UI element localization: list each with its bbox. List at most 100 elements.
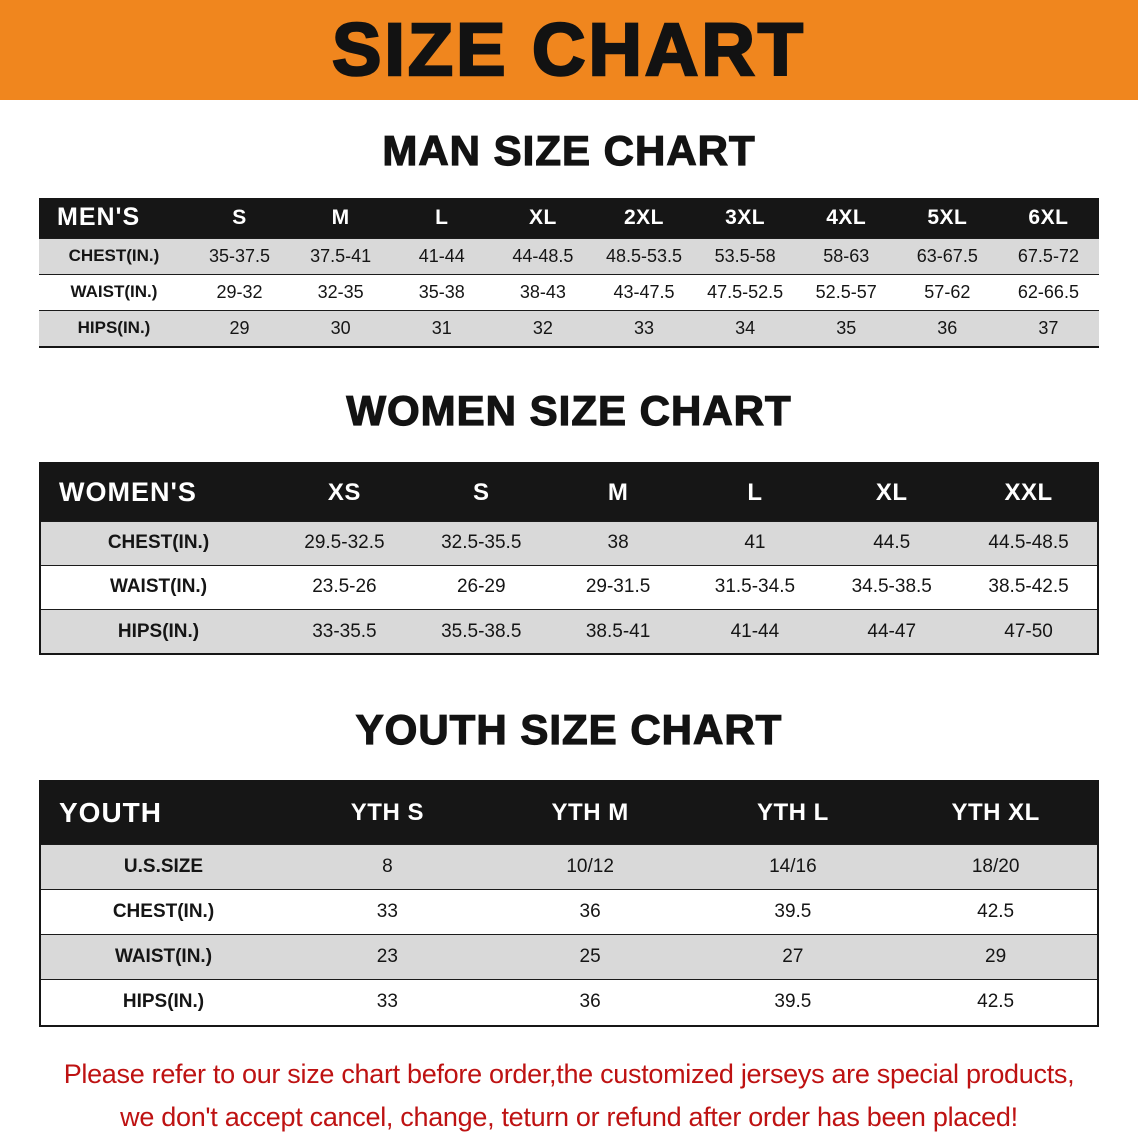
size-column-header: YTH XL: [951, 798, 1040, 826]
row-label-cell: HIPS(IN.): [41, 608, 276, 654]
table-row: WAIST(IN.) 23.5-26 26-29 29-31.5 31.5-34.5 34…: [41, 564, 1097, 610]
size-column-header: 3XL: [725, 205, 766, 229]
row-label-cell: WAIST(IN.): [39, 273, 189, 311]
table-title-cell: YOUTH: [59, 796, 162, 828]
size-column-header: 6XL: [1028, 205, 1069, 229]
measurement-cell: 62-66.5: [997, 273, 1099, 311]
row-label-cell: HIPS(IN.): [39, 309, 189, 347]
table-title-cell: WOMEN'S: [59, 477, 197, 508]
size-column-header: M: [331, 205, 350, 229]
size-column-header: S: [232, 205, 247, 229]
measurement-cell: 42.5: [894, 979, 1097, 1025]
measurement-cell: 44.5: [823, 520, 961, 566]
youth-section-heading: YOUTH SIZE CHART: [355, 706, 783, 754]
table-row: U.S.SIZE 8 10/12 14/16 18/20: [41, 844, 1097, 890]
table-header-row: WOMEN'S XS S M L XL XXL: [41, 464, 1097, 522]
measurement-cell: 34.5-38.5: [823, 564, 961, 610]
measurement-cell: 25: [488, 934, 692, 980]
measurement-cell: 44-47: [823, 608, 961, 654]
youth-section: YOUTH SIZE CHART YOUTH YTH S YTH M YTH L YTH…: [0, 706, 1138, 1027]
measurement-cell: 33-35.5: [276, 608, 413, 654]
measurement-cell: 44.5-48.5: [960, 520, 1097, 566]
women-size-table: WOMEN'S XS S M L XL XXL CHEST(IN.) 29.5-32.5 32.5…: [39, 462, 1099, 656]
row-label-cell: CHEST(IN.): [41, 889, 286, 935]
page-title: SIZE CHART: [331, 8, 806, 91]
men-size-table: MEN'S S M L XL 2XL 3XL 4XL 5XL 6XL CHEST(IN.) 35-37…: [39, 198, 1099, 349]
table-row: WAIST(IN.) 23 25 27 29: [41, 934, 1097, 980]
footer-notice: Please refer to our size chart before or…: [8, 1053, 1130, 1139]
measurement-cell: 48.5-53.5: [593, 237, 695, 275]
measurement-cell: 38-43: [492, 273, 594, 311]
measurement-cell: 36: [896, 309, 998, 347]
row-label-cell: WAIST(IN.): [41, 564, 276, 610]
size-column-header: 5XL: [927, 205, 968, 229]
measurement-cell: 29-31.5: [549, 564, 687, 610]
measurement-cell: 29: [189, 309, 291, 347]
measurement-cell: 30: [290, 309, 392, 347]
measurement-cell: 43-47.5: [593, 273, 695, 311]
notice-line-1: Please refer to our size chart before or…: [63, 1058, 1075, 1089]
measurement-cell: 53.5-58: [694, 237, 796, 275]
measurement-cell: 39.5: [691, 979, 895, 1025]
measurement-cell: 33: [286, 889, 489, 935]
size-column-header: YTH L: [756, 798, 829, 826]
measurement-cell: 58-63: [795, 237, 897, 275]
row-label-cell: HIPS(IN.): [41, 979, 286, 1025]
measurement-cell: 39.5: [691, 889, 895, 935]
measurement-cell: 36: [488, 979, 692, 1025]
measurement-cell: 57-62: [896, 273, 998, 311]
row-label-cell: CHEST(IN.): [41, 520, 276, 566]
size-column-header: XL: [875, 478, 908, 506]
measurement-cell: 32.5-35.5: [412, 520, 550, 566]
table-row: HIPS(IN.) 33 36 39.5 42.5: [41, 979, 1097, 1025]
banner: SIZE CHART: [0, 0, 1138, 100]
measurement-cell: 47.5-52.5: [694, 273, 796, 311]
measurement-cell: 31.5-34.5: [686, 564, 824, 610]
measurement-cell: 35: [795, 309, 897, 347]
measurement-cell: 18/20: [894, 844, 1097, 890]
women-section-heading: WOMEN SIZE CHART: [346, 387, 792, 435]
measurement-cell: 32-35: [290, 273, 392, 311]
table-header-row: YOUTH YTH S YTH M YTH L YTH XL: [41, 781, 1097, 845]
measurement-cell: 35-38: [391, 273, 493, 311]
measurement-cell: 41-44: [391, 237, 493, 275]
measurement-cell: 37: [997, 309, 1099, 347]
measurement-cell: 14/16: [691, 844, 895, 890]
size-column-header: S: [472, 478, 490, 506]
table-row: HIPS(IN.) 29 30 31 32 33 34 35 36 37: [39, 309, 1099, 347]
size-column-header: XS: [327, 478, 361, 506]
men-section: MAN SIZE CHART MEN'S S M L XL 2XL 3XL 4XL 5XL 6XL…: [0, 127, 1138, 349]
women-section: WOMEN SIZE CHART WOMEN'S XS S M L XL XXL CHEST(…: [0, 387, 1138, 656]
table-row: CHEST(IN.) 35-37.5 37.5-41 41-44 44-48.5 48.5…: [39, 237, 1099, 275]
men-section-heading: MAN SIZE CHART: [382, 127, 756, 175]
measurement-cell: 38: [549, 520, 687, 566]
size-column-header: L: [747, 478, 763, 506]
measurement-cell: 38.5-41: [549, 608, 687, 654]
row-label-cell: CHEST(IN.): [39, 237, 189, 275]
measurement-cell: 29-32: [189, 273, 291, 311]
row-label-cell: WAIST(IN.): [41, 934, 286, 980]
measurement-cell: 8: [286, 844, 489, 890]
table-row: HIPS(IN.) 33-35.5 35.5-38.5 38.5-41 41-44 44-…: [41, 608, 1097, 654]
size-table: YOUTH YTH S YTH M YTH L YTH XL U.S.SIZE 8 10/12…: [41, 781, 1097, 1025]
table-title-cell: MEN'S: [57, 203, 141, 232]
youth-size-table: YOUTH YTH S YTH M YTH L YTH XL U.S.SIZE 8 10/12…: [39, 779, 1099, 1027]
size-column-header: 2XL: [623, 205, 664, 229]
measurement-cell: 33: [286, 979, 489, 1025]
measurement-cell: 38.5-42.5: [960, 564, 1097, 610]
measurement-cell: 42.5: [894, 889, 1097, 935]
table-row: CHEST(IN.) 29.5-32.5 32.5-35.5 38 41 44.5 44.5…: [41, 520, 1097, 566]
size-column-header: L: [435, 205, 449, 229]
notice-line-2: we don't accept cancel, change, teturn o…: [120, 1101, 1018, 1132]
row-label-cell: U.S.SIZE: [41, 844, 286, 890]
measurement-cell: 35-37.5: [189, 237, 291, 275]
measurement-cell: 36: [488, 889, 692, 935]
measurement-cell: 26-29: [412, 564, 550, 610]
measurement-cell: 52.5-57: [795, 273, 897, 311]
measurement-cell: 41: [686, 520, 824, 566]
measurement-cell: 33: [593, 309, 695, 347]
measurement-cell: 44-48.5: [492, 237, 594, 275]
measurement-cell: 23: [286, 934, 489, 980]
size-table: MEN'S S M L XL 2XL 3XL 4XL 5XL 6XL CHEST(IN.) 35-37…: [39, 198, 1099, 347]
measurement-cell: 27: [691, 934, 895, 980]
